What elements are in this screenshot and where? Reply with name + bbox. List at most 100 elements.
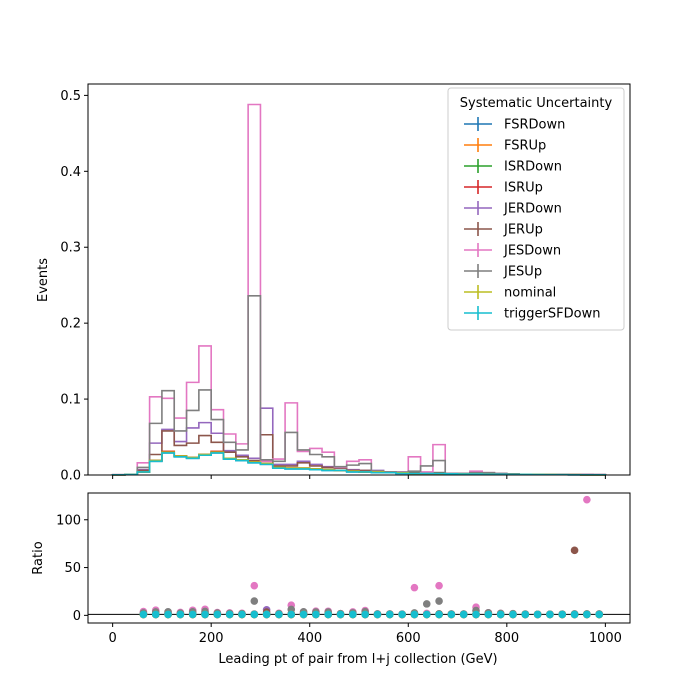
main-y-tick-label: 0.1 — [60, 393, 81, 408]
ratio-point-triggerSFDown — [583, 610, 591, 619]
ratio-point-triggerSFDown — [398, 610, 406, 619]
ratio-y-ticks: 0 50 100 — [56, 513, 88, 624]
ratio-point-triggerSFDown — [349, 610, 357, 619]
legend-label: ISRUp — [504, 181, 543, 196]
ratio-point-triggerSFDown — [509, 610, 517, 619]
series-step-triggerSFDown — [111, 452, 607, 476]
ratio-point-triggerSFDown — [213, 610, 222, 619]
legend-label: JERDown — [503, 202, 562, 217]
legend-items: FSRDown FSRUp ISRDown ISRUp JERDown JERUp JESD… — [464, 117, 600, 322]
ratio-point-triggerSFDown — [275, 610, 283, 619]
legend-item-ISRUp: ISRUp — [464, 180, 543, 196]
ratio-point-triggerSFDown — [546, 610, 554, 619]
ratio-point-JESUp — [435, 597, 443, 605]
ratio-point-triggerSFDown — [176, 610, 185, 619]
legend-label: triggerSFDown — [504, 307, 600, 322]
main-y-tick-label: 0.5 — [60, 89, 81, 104]
ratio-y-tick-label: 0 — [73, 609, 81, 624]
ratio-point-JESDown — [435, 581, 443, 590]
ratio-point-triggerSFDown — [459, 610, 468, 619]
ratio-point-triggerSFDown — [225, 610, 234, 619]
ratio-point-triggerSFDown — [570, 610, 579, 619]
legend-label: FSRUp — [504, 139, 546, 154]
legend-item-FSRDown: FSRDown — [464, 117, 565, 133]
ratio-point-triggerSFDown — [484, 610, 493, 619]
main-y-tick-label: 0.0 — [60, 469, 81, 484]
ratio-plot-frame — [87, 492, 631, 624]
ratio-x-tick-label: 0 — [108, 631, 116, 646]
ratio-points-layer — [139, 495, 604, 619]
main-y-ticks: 0.0 0.1 0.2 0.3 0.4 0.5 — [60, 89, 88, 484]
legend-label: JESUp — [503, 265, 542, 280]
ratio-point-JESDown — [410, 583, 419, 592]
ratio-y-tick-label: 100 — [56, 513, 81, 528]
main-x-ticks — [112, 475, 606, 479]
ratio-x-tick-label: 200 — [199, 631, 224, 646]
ratio-point-JESUp — [250, 597, 259, 605]
ratio-point-triggerSFDown — [496, 610, 505, 619]
ratio-point-triggerSFDown — [472, 610, 480, 619]
ratio-point-triggerSFDown — [558, 610, 567, 619]
x-axis-label: Leading pt of pair from l+j collection (… — [218, 652, 497, 667]
main-y-tick-label: 0.3 — [60, 241, 81, 256]
ratio-x-tick-label: 400 — [297, 631, 322, 646]
main-y-axis-label: Events — [36, 258, 51, 302]
ratio-point-triggerSFDown — [287, 610, 296, 619]
legend-label: JESDown — [503, 244, 561, 259]
ratio-point-triggerSFDown — [533, 610, 542, 619]
ratio-y-tick-label: 50 — [64, 561, 81, 576]
legend-item-JESUp: JESUp — [464, 264, 542, 280]
legend-label: FSRDown — [504, 118, 565, 133]
ratio-plot-background — [88, 493, 630, 623]
legend-label: ISRDown — [504, 160, 562, 175]
ratio-point-triggerSFDown — [422, 610, 431, 619]
ratio-point-JERUp — [570, 546, 579, 555]
main-series-layer — [111, 103, 607, 476]
ratio-point-triggerSFDown — [595, 610, 604, 619]
ratio-point-triggerSFDown — [262, 610, 271, 619]
ratio-point-triggerSFDown — [324, 610, 333, 619]
ratio-point-triggerSFDown — [139, 610, 148, 619]
ratio-point-triggerSFDown — [188, 610, 197, 619]
legend-item-ISRDown: ISRDown — [464, 159, 562, 175]
ratio-point-triggerSFDown — [435, 610, 443, 619]
ratio-point-triggerSFDown — [151, 610, 160, 619]
legend-item-FSRUp: FSRUp — [464, 138, 546, 154]
ratio-point-triggerSFDown — [299, 610, 308, 619]
ratio-x-tick-label: 600 — [396, 631, 421, 646]
ratio-point-JESDown — [250, 581, 259, 590]
ratio-x-tick-label: 800 — [494, 631, 519, 646]
legend-item-triggerSFDown: triggerSFDown — [464, 306, 600, 322]
ratio-point-triggerSFDown — [447, 610, 456, 619]
main-plot-frame — [87, 83, 631, 476]
legend-item-JESDown: JESDown — [464, 243, 561, 259]
main-y-tick-label: 0.4 — [60, 165, 81, 180]
ratio-point-JESDown — [583, 495, 591, 504]
ratio-x-ticks: 0 200 400 600 800 1000 — [108, 623, 622, 646]
legend-label: nominal — [504, 286, 556, 301]
legend-item-JERUp: JERUp — [464, 222, 543, 238]
ratio-point-triggerSFDown — [336, 610, 345, 619]
ratio-point-triggerSFDown — [385, 610, 394, 619]
ratio-point-triggerSFDown — [521, 610, 530, 619]
ratio-point-triggerSFDown — [201, 610, 209, 619]
ratio-point-triggerSFDown — [312, 610, 320, 619]
main-y-tick-label: 0.2 — [60, 317, 81, 332]
legend-title: Systematic Uncertainty — [460, 96, 613, 111]
legend-frame — [447, 87, 625, 331]
ratio-point-JESUp — [422, 600, 431, 608]
legend-label: JERUp — [503, 223, 543, 238]
legend-item-JERDown: JERDown — [464, 201, 562, 217]
legend: Systematic Uncertainty FSRDown FSRUp ISRDo… — [447, 87, 625, 331]
ratio-point-triggerSFDown — [373, 610, 382, 619]
ratio-point-triggerSFDown — [361, 610, 369, 619]
ratio-plot-panel: 0 50 100 0 200 400 600 800 1000 Ratio Leading p… — [31, 492, 631, 667]
ratio-point-triggerSFDown — [250, 610, 259, 619]
ratio-point-triggerSFDown — [164, 610, 172, 619]
ratio-point-triggerSFDown — [238, 610, 246, 619]
ratio-y-axis-label: Ratio — [31, 541, 46, 574]
ratio-point-triggerSFDown — [410, 610, 419, 619]
legend-item-nominal: nominal — [464, 285, 556, 301]
ratio-x-tick-label: 1000 — [589, 631, 622, 646]
